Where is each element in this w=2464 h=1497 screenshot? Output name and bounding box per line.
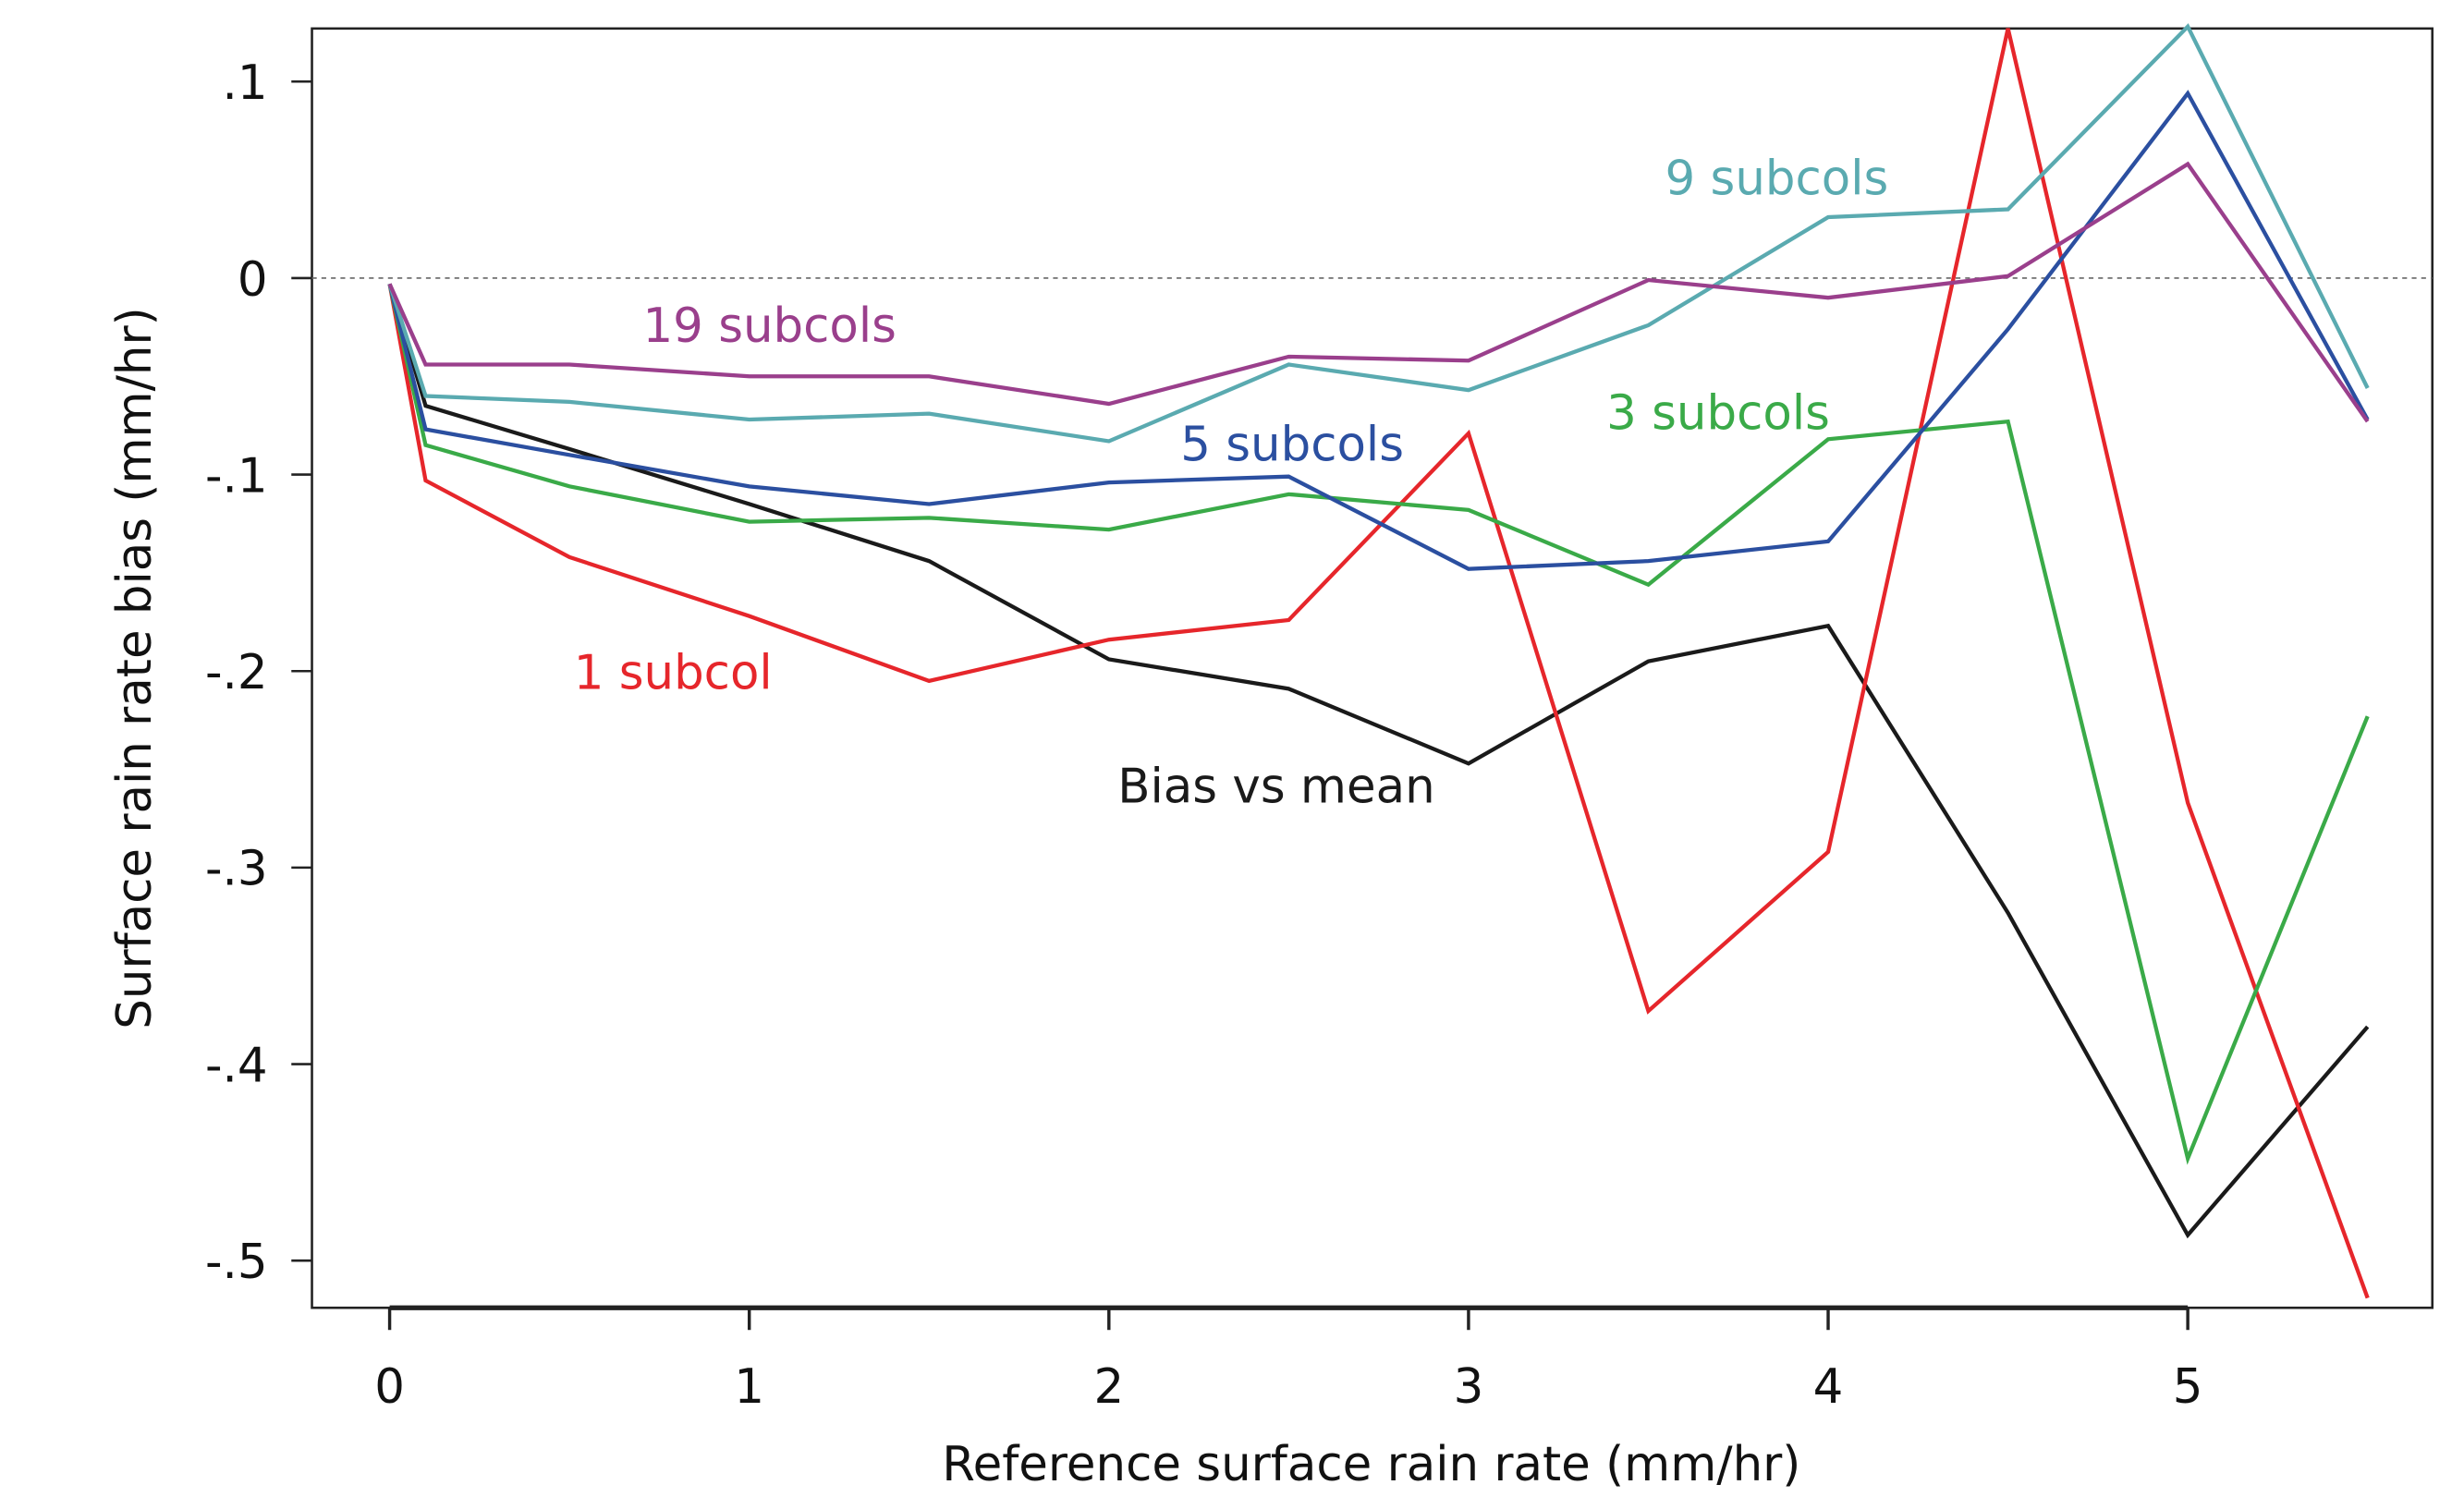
x-tick-label: 4	[1813, 1359, 1844, 1415]
series-line	[387, 23, 2370, 444]
series-line	[387, 90, 2370, 571]
series-label: 9 subcols	[1665, 152, 1889, 207]
x-tick-label: 3	[1454, 1359, 1484, 1415]
series-line	[387, 161, 2370, 423]
y-tick-label: -.2	[205, 645, 268, 700]
series-line	[387, 283, 2370, 1165]
x-tick-label: 2	[1093, 1359, 1124, 1415]
x-axis-label: Reference surface rain rate (mm/hr)	[942, 1437, 1800, 1492]
series-label: 19 subcols	[642, 298, 896, 354]
y-tick-label: -.5	[205, 1235, 268, 1290]
series-line	[387, 283, 2370, 1239]
y-tick-label: .1	[223, 55, 268, 111]
series-label: 5 subcols	[1180, 418, 1404, 473]
series-label: 1 subcol	[574, 645, 773, 700]
y-tick-label: -.1	[205, 448, 268, 504]
y-tick-label: 0	[238, 252, 268, 308]
x-tick-label: 1	[734, 1359, 764, 1415]
y-axis-label: Surface rain rate bias (mm/hr)	[107, 307, 163, 1028]
x-tick-label: 5	[2173, 1359, 2203, 1415]
y-tick-label: -.3	[205, 842, 268, 897]
series-line	[387, 28, 2370, 1299]
series-label: Bias vs mean	[1117, 760, 1434, 815]
series-label: 3 subcols	[1606, 385, 1830, 441]
x-tick-label: 0	[374, 1359, 405, 1415]
y-tick-label: -.4	[205, 1038, 268, 1093]
